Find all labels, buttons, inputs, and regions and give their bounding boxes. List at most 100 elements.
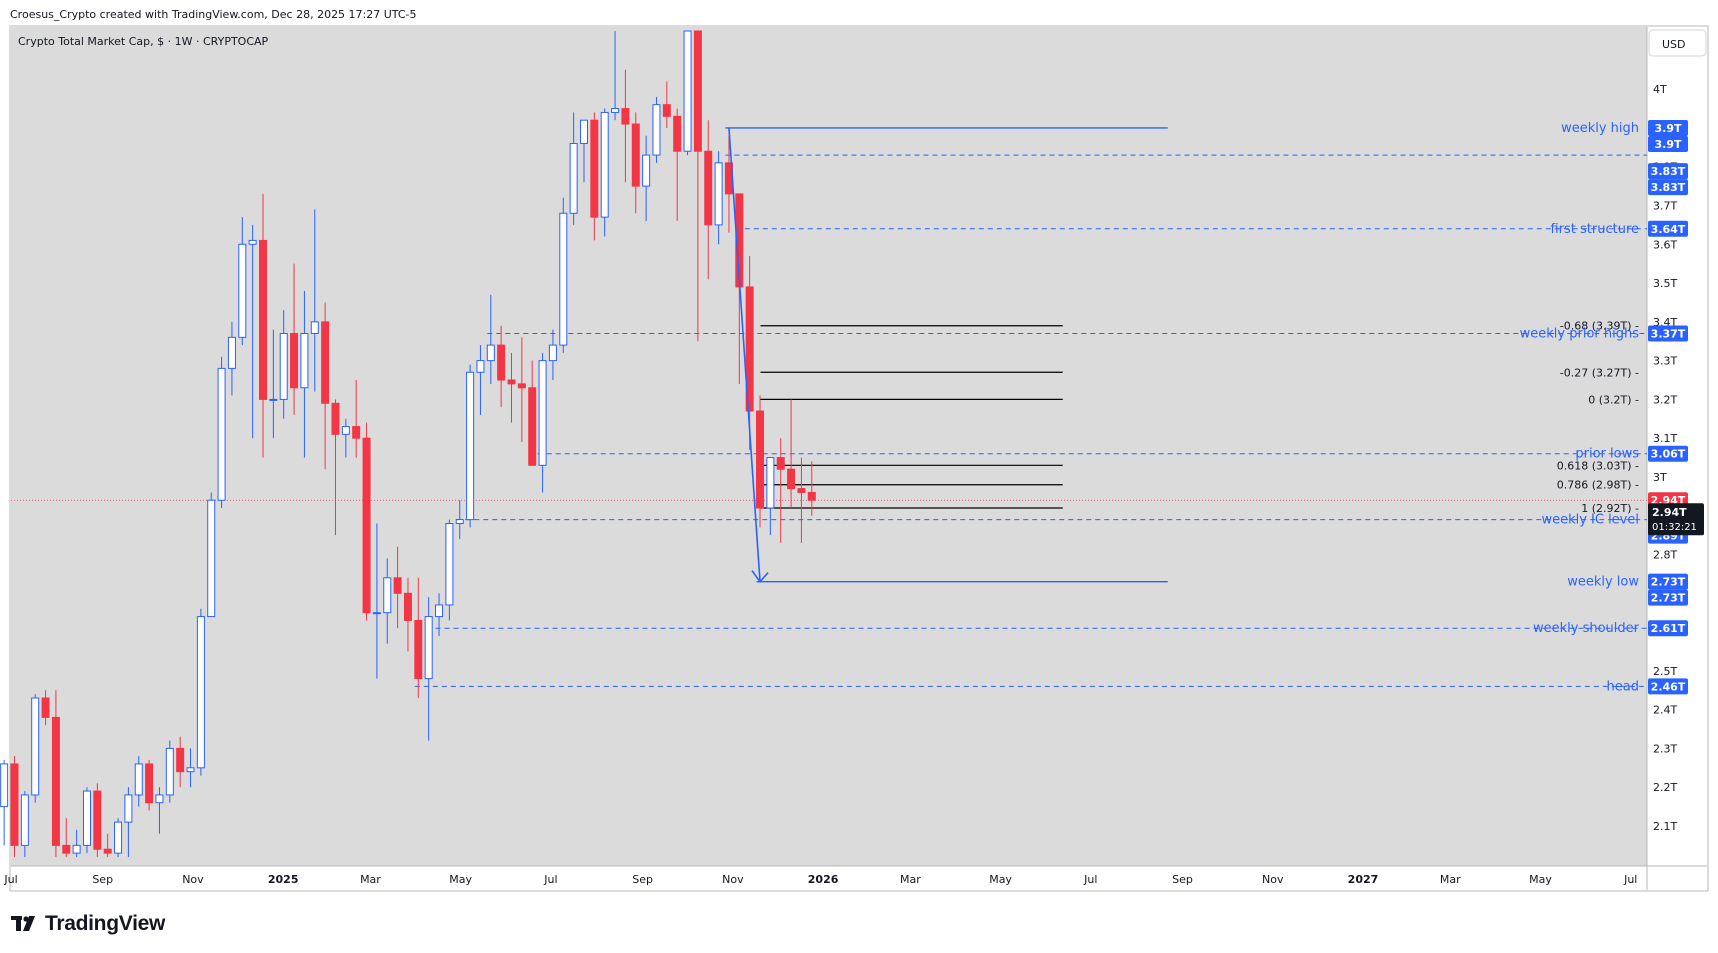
candle-body <box>82 790 91 846</box>
candle-body <box>207 499 216 618</box>
candle-body <box>321 321 330 404</box>
candle[interactable] <box>445 519 454 621</box>
candle[interactable] <box>414 577 423 699</box>
candle[interactable] <box>300 290 309 458</box>
candle[interactable] <box>72 829 81 857</box>
candle[interactable] <box>393 546 402 629</box>
candle[interactable] <box>807 461 816 516</box>
candle-body <box>300 332 309 389</box>
price-badge-label: 2.73T <box>1651 576 1686 589</box>
candle[interactable] <box>766 457 775 536</box>
candle[interactable] <box>497 325 506 408</box>
candle[interactable] <box>776 438 785 543</box>
candle[interactable] <box>590 112 599 241</box>
candle[interactable] <box>62 818 71 857</box>
candle[interactable] <box>424 597 433 741</box>
candle[interactable] <box>134 756 143 807</box>
candle[interactable] <box>403 577 412 652</box>
time-axis-area <box>11 866 1647 890</box>
candle[interactable] <box>621 69 630 183</box>
candle[interactable] <box>611 31 620 121</box>
candle[interactable] <box>290 263 299 415</box>
candle[interactable] <box>579 119 588 183</box>
candle-body <box>538 360 547 466</box>
tradingview-logo[interactable]: TradingView <box>11 912 165 936</box>
candle[interactable] <box>538 352 547 493</box>
candle[interactable] <box>631 112 640 214</box>
candle[interactable] <box>362 422 371 621</box>
candle[interactable] <box>704 120 713 280</box>
candle[interactable] <box>217 356 226 508</box>
candle[interactable] <box>227 321 236 396</box>
candle[interactable] <box>787 399 796 508</box>
candle[interactable] <box>756 395 765 528</box>
candle[interactable] <box>238 217 247 346</box>
candle-body <box>435 604 444 618</box>
candle[interactable] <box>569 112 578 225</box>
candle[interactable] <box>683 30 692 156</box>
candle[interactable] <box>455 500 464 540</box>
candle[interactable] <box>673 108 682 222</box>
candle[interactable] <box>600 108 609 237</box>
candle[interactable] <box>372 523 381 679</box>
candle[interactable] <box>93 783 102 857</box>
candle[interactable] <box>165 740 174 803</box>
candle[interactable] <box>82 787 91 854</box>
candle[interactable] <box>383 558 392 644</box>
candle[interactable] <box>528 360 537 466</box>
candle[interactable] <box>20 791 29 857</box>
candle[interactable] <box>124 787 133 857</box>
candle[interactable] <box>642 135 651 222</box>
candle[interactable] <box>548 329 557 381</box>
candle[interactable] <box>10 756 19 857</box>
candle[interactable] <box>341 418 350 458</box>
trend-arrow-line[interactable] <box>728 127 761 582</box>
candle[interactable] <box>507 352 516 423</box>
x-tick-label: May <box>449 873 472 886</box>
currency-button[interactable]: USD <box>1648 29 1707 57</box>
candle[interactable] <box>248 224 257 439</box>
candle[interactable] <box>31 694 40 803</box>
candle[interactable] <box>279 310 288 419</box>
candle[interactable] <box>207 492 216 618</box>
candle[interactable] <box>41 690 50 726</box>
candle[interactable] <box>662 81 671 128</box>
candle[interactable] <box>196 608 205 776</box>
candle[interactable] <box>51 690 60 857</box>
candle[interactable] <box>114 818 123 857</box>
candle[interactable] <box>476 345 485 415</box>
candle-body <box>290 332 299 389</box>
candle[interactable] <box>435 593 444 636</box>
candle[interactable] <box>259 193 268 458</box>
y-tick-label: 3.6T <box>1653 238 1677 251</box>
candle[interactable] <box>155 787 164 834</box>
candle[interactable] <box>0 760 9 846</box>
candle[interactable] <box>693 30 702 342</box>
currency-button-frame[interactable] <box>1648 29 1707 57</box>
candle[interactable] <box>486 294 495 384</box>
currency-button-label[interactable]: USD <box>1662 38 1686 51</box>
candle[interactable] <box>321 302 330 470</box>
candle[interactable] <box>176 736 185 788</box>
candle[interactable] <box>517 337 526 443</box>
candle[interactable] <box>269 329 278 439</box>
candle[interactable] <box>466 364 475 528</box>
candle[interactable] <box>745 255 754 450</box>
candle[interactable] <box>103 833 112 857</box>
candle-body <box>776 457 785 470</box>
candle[interactable] <box>797 457 806 543</box>
candle[interactable] <box>331 399 340 536</box>
x-tick-label: Jul <box>1083 873 1097 886</box>
candle[interactable] <box>559 197 568 353</box>
candle[interactable] <box>310 209 319 392</box>
candle-body <box>362 437 371 614</box>
candle[interactable] <box>714 151 723 245</box>
candle-body <box>331 402 340 435</box>
y-tick-label: 2.4T <box>1653 704 1677 717</box>
price-badge: 3.37T <box>1648 325 1688 342</box>
candle[interactable] <box>352 380 361 458</box>
candle[interactable] <box>145 760 154 811</box>
candle[interactable] <box>652 96 661 163</box>
candle[interactable] <box>186 748 195 788</box>
